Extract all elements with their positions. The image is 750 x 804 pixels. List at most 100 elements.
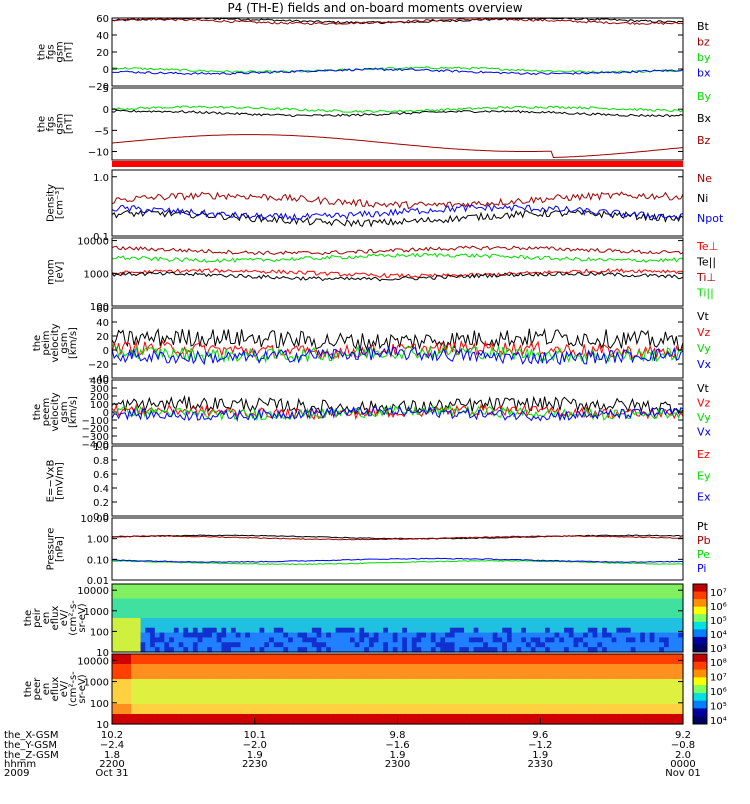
heatmap-cell [573, 593, 579, 600]
series-line-bx [111, 109, 684, 118]
heatmap-cell [625, 603, 632, 609]
heatmap-cell [678, 588, 684, 595]
heatmap-cell [621, 699, 627, 705]
ytick-label: 10000 [77, 586, 109, 597]
heatmap-cell [140, 714, 146, 720]
heatmap-cell [159, 603, 165, 609]
heatmap-cell [340, 627, 346, 634]
heatmap-cell [407, 694, 413, 700]
heatmap-cell [197, 709, 204, 715]
series-line-tixx [111, 252, 684, 263]
heatmap-cell [192, 647, 199, 653]
heatmap-cell [316, 719, 322, 725]
heatmap-cell [383, 593, 389, 600]
ytick-label: 0.10 [87, 555, 109, 566]
heatmap-cell [426, 694, 432, 700]
heatmap-cell [549, 603, 556, 609]
heatmap-cell [169, 588, 175, 595]
heatmap-cell [492, 613, 499, 619]
heatmap-cell [663, 613, 670, 619]
heatmap-cell [264, 584, 270, 590]
heatmap-cell [663, 622, 670, 629]
heatmap-cell [678, 637, 684, 643]
heatmap-cell [430, 684, 437, 690]
xaxis-value: 2.0 [675, 750, 691, 761]
heatmap-cell [121, 647, 127, 653]
heatmap-cell [530, 613, 537, 619]
heatmap-cell [131, 603, 137, 609]
heatmap-cell [273, 588, 280, 595]
heatmap-cell [321, 647, 327, 653]
heatmap-cell [511, 647, 518, 653]
xaxis-value: Oct 31 [95, 768, 128, 779]
heatmap-cell [383, 709, 389, 715]
heatmap-cell [126, 584, 132, 590]
heatmap-cell [587, 588, 594, 595]
heatmap-cell [516, 584, 522, 590]
heatmap-cell [602, 588, 608, 595]
heatmap-cell [649, 593, 656, 600]
heatmap-cell [368, 714, 375, 720]
heatmap-cell [207, 588, 213, 595]
heatmap-cell [335, 659, 341, 665]
heatmap-cell [221, 699, 227, 705]
heatmap-cell [183, 699, 189, 705]
heatmap-cell [164, 704, 170, 710]
heatmap-cell [635, 632, 641, 639]
heatmap-cell [311, 709, 318, 715]
heatmap-cell [345, 669, 351, 675]
heatmap-cell [269, 679, 275, 685]
colorbar-segment [693, 677, 707, 686]
colorbar-segment [693, 685, 707, 694]
heatmap-cell [254, 679, 261, 685]
heatmap-cell [426, 632, 432, 639]
heatmap-cell [663, 664, 670, 670]
heatmap-cell [249, 598, 256, 605]
heatmap-cell [302, 647, 308, 653]
heatmap-cell [663, 714, 670, 720]
colorbar-tick-label: 10⁷ [710, 673, 727, 684]
heatmap-cell [316, 694, 322, 700]
heatmap-cell [644, 699, 651, 705]
heatmap-cell [583, 719, 589, 725]
heatmap-cell [592, 684, 598, 690]
heatmap-cell [407, 719, 413, 725]
heatmap-cell [273, 654, 280, 660]
heatmap-cell [221, 684, 227, 690]
heatmap-cell [373, 588, 380, 595]
heatmap-cell [283, 613, 289, 619]
heatmap-cell [497, 637, 503, 643]
heatmap-cell [530, 669, 537, 675]
heatmap-cell [587, 584, 594, 590]
heatmap-cell [402, 608, 408, 614]
heatmap-cell [392, 699, 399, 705]
heatmap-cell [430, 632, 437, 639]
heatmap-cell [564, 627, 570, 634]
legend-entry: bx [697, 67, 711, 80]
legend-entry: Ti⊥ [696, 271, 716, 284]
heatmap-cell [164, 603, 170, 609]
heatmap-cell [483, 679, 489, 685]
heatmap-cell [330, 694, 337, 700]
heatmap-cell [421, 699, 427, 705]
heatmap-cell [559, 719, 565, 725]
heatmap-cell [326, 699, 332, 705]
heatmap-cell [559, 674, 565, 680]
heatmap-cell [188, 642, 194, 648]
heatmap-cell [397, 719, 403, 725]
heatmap-cell [240, 719, 246, 725]
heatmap-cell [521, 584, 527, 590]
heatmap-cell [497, 664, 503, 670]
panel-ylabel: [nT] [64, 114, 75, 134]
heatmap-cell [597, 613, 603, 619]
colorbar-segment [693, 591, 707, 600]
heatmap-cell [421, 659, 427, 665]
heatmap-cell [668, 699, 675, 705]
heatmap-cell [516, 669, 522, 675]
heatmap-cell [145, 603, 151, 609]
heatmap-cell [487, 664, 494, 670]
heatmap-cell [254, 613, 261, 619]
colorbar-tick-label: 10⁴ [710, 630, 727, 641]
heatmap-cell [245, 684, 251, 690]
panel-10 [111, 653, 708, 725]
